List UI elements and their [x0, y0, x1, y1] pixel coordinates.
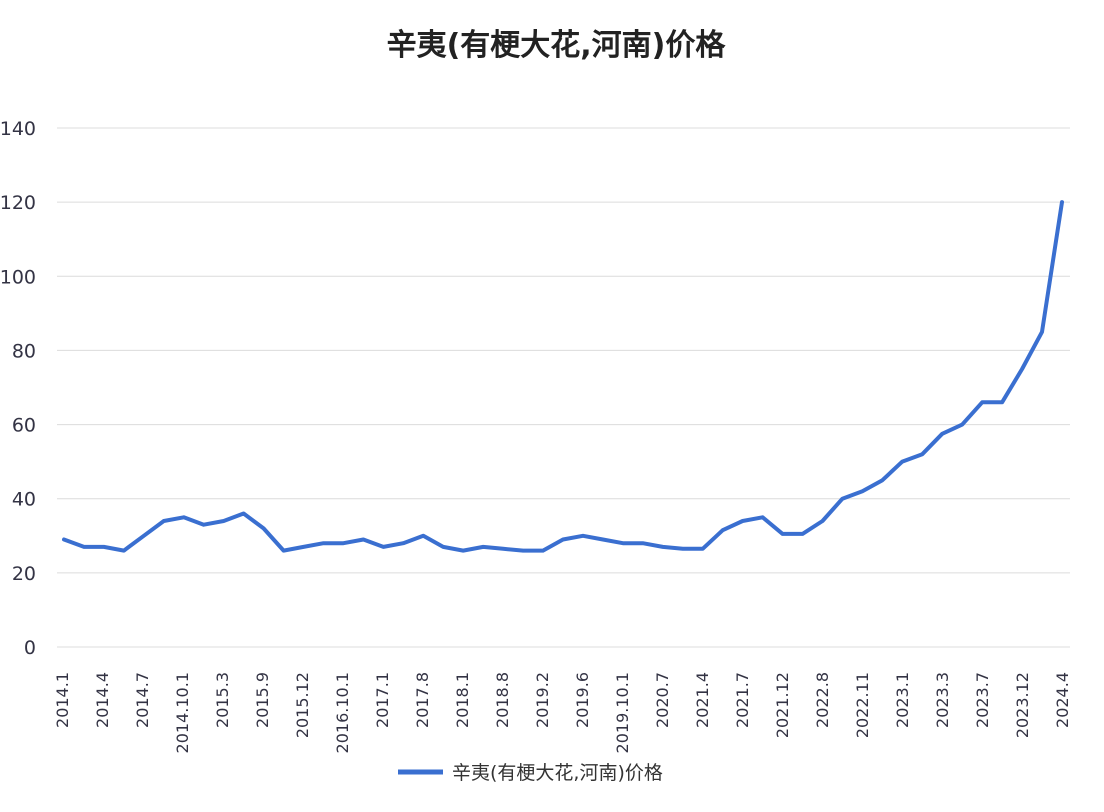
- x-tick-label: 2017.1: [373, 672, 392, 728]
- x-tick-label: 2020.7: [653, 672, 672, 728]
- legend-label: 辛夷(有梗大花,河南)价格: [452, 762, 663, 784]
- x-tick-label: 2023.3: [933, 672, 952, 728]
- series-layer: [62, 200, 1064, 553]
- x-tick-label: 2021.7: [733, 672, 752, 728]
- x-tick-label: 2022.8: [813, 672, 832, 728]
- x-tick-label: 2014.7: [133, 672, 152, 728]
- y-tick-label: 40: [12, 489, 36, 511]
- x-tick-label: 2021.12: [773, 672, 792, 738]
- gridlines: [57, 127, 1070, 648]
- series-line-0: [62, 200, 1064, 553]
- y-tick-label: 100: [0, 266, 36, 288]
- x-tick-label: 2022.11: [853, 672, 872, 738]
- y-tick-label: 0: [24, 637, 36, 659]
- x-axis-tick-labels: 2014.1 2014.4 2014.7 2014.10.1 2015.3 2015.9 2…: [53, 672, 1072, 753]
- x-tick-label: 2015.9: [253, 672, 272, 728]
- x-tick-label: 2016.10.1: [333, 672, 352, 753]
- x-tick-label: 2014.4: [93, 672, 112, 728]
- x-tick-label: 2014.1: [53, 672, 72, 728]
- chart-title: 辛夷(有梗大花,河南)价格: [387, 28, 727, 63]
- x-tick-label: 2015.3: [213, 672, 232, 728]
- x-tick-label: 2023.12: [1013, 672, 1032, 738]
- x-tick-label: 2023.7: [973, 672, 992, 728]
- x-tick-label: 2019.10.1: [613, 672, 632, 753]
- legend: 辛夷(有梗大花,河南)价格: [398, 762, 663, 784]
- x-tick-label: 2014.10.1: [173, 672, 192, 753]
- y-tick-label: 20: [12, 563, 36, 585]
- y-axis-tick-labels: 0 20 40 60 80 100 120 140: [0, 118, 36, 659]
- x-tick-label: 2015.12: [293, 672, 312, 738]
- x-tick-label: 2018.1: [453, 672, 472, 728]
- x-tick-label: 2021.4: [693, 672, 712, 728]
- x-tick-label: 2023.1: [893, 672, 912, 728]
- x-tick-label: 2019.6: [573, 672, 592, 728]
- x-tick-label: 2024.4: [1053, 672, 1072, 728]
- y-tick-label: 140: [0, 118, 36, 140]
- x-tick-label: 2019.2: [533, 672, 552, 728]
- x-tick-label: 2017.8: [413, 672, 432, 728]
- x-tick-label: 2018.8: [493, 672, 512, 728]
- y-tick-label: 80: [12, 340, 36, 362]
- y-tick-label: 60: [12, 415, 36, 437]
- y-tick-label: 120: [0, 192, 36, 214]
